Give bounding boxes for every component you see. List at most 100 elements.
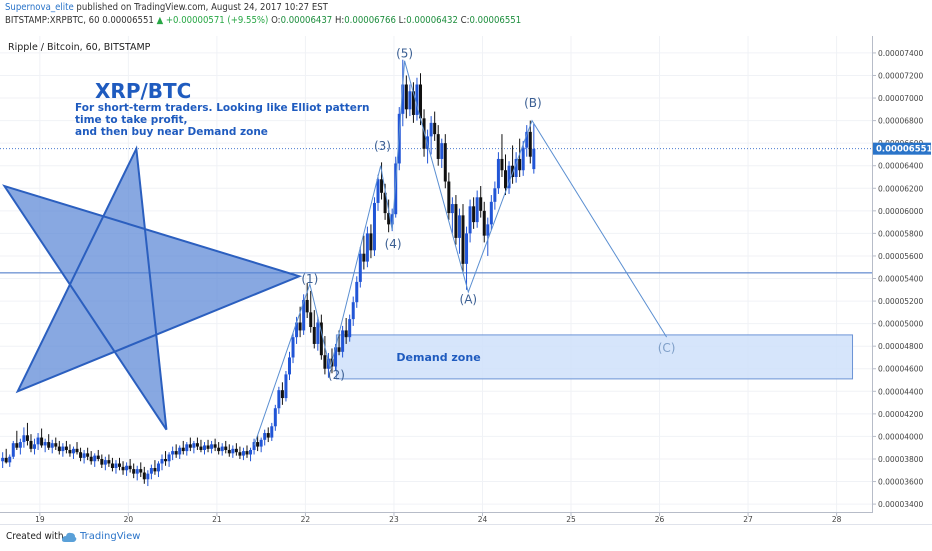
chart-area[interactable]: Demand zone (1) (2) (3) (4) (5) (A) (B) (C) XRP… (0, 36, 932, 524)
candle-body (270, 426, 274, 438)
candle-body (75, 448, 79, 453)
author-link[interactable]: Supernova_elite (5, 2, 74, 13)
candle-body (422, 118, 426, 149)
candle-body (309, 312, 313, 328)
wave-label: (B) (524, 96, 542, 110)
candle-body (47, 442, 51, 448)
candle-body (107, 460, 111, 464)
demand-zone[interactable]: Demand zone (335, 334, 854, 380)
candle-body (486, 224, 490, 236)
candle-body (18, 442, 22, 448)
y-tick-label: 0.00003600 (878, 478, 924, 487)
candle-body (259, 439, 263, 447)
candle-body (195, 443, 199, 447)
symbol-price: BITSTAMP:XRPBTC, 60 0.00006551 (5, 15, 154, 26)
candle-body (489, 201, 493, 225)
annotation-note[interactable]: XRP/BTC For short-term traders. Looking … (75, 79, 370, 138)
price-chart[interactable]: Demand zone (1) (2) (3) (4) (5) (A) (B) (C) XRP… (0, 36, 932, 524)
y-tick-label: 0.00004200 (878, 410, 924, 419)
tradingview-logo-icon[interactable] (60, 530, 78, 544)
x-tick-label: 27 (743, 515, 753, 524)
chart-header: Supernova_elite published on TradingView… (0, 0, 932, 28)
candle-body (206, 445, 210, 449)
tradingview-brand-link[interactable]: TradingView (80, 531, 141, 542)
candle-body (383, 192, 387, 214)
candle-body (213, 444, 217, 448)
candle-body (167, 454, 171, 462)
star-drawing[interactable] (2, 145, 303, 431)
candle-body (82, 453, 86, 458)
elliott-wave-path[interactable] (253, 60, 668, 446)
candle-body (305, 299, 309, 313)
candle-body (61, 446, 65, 452)
candle-body (334, 347, 338, 367)
candle-body (369, 233, 373, 251)
candle-body (479, 197, 483, 211)
candle-body (125, 465, 129, 471)
candle-body (227, 449, 231, 454)
y-tick-label: 0.00004000 (878, 432, 924, 441)
candle-body (341, 330, 345, 352)
candle-body (68, 449, 72, 454)
candle-body (475, 197, 479, 223)
candle-body (468, 206, 472, 234)
candle-body (181, 447, 185, 452)
chart-title: Ripple / Bitcoin, 60, BITSTAMP (8, 42, 151, 53)
price-axis[interactable]: 0.00003400 0.00003600 0.00003800 0.00004000… (872, 49, 924, 509)
candle-body (302, 299, 306, 331)
y-tick-label: 0.00004400 (878, 387, 924, 396)
close-label: C: (460, 15, 470, 26)
candle-body (358, 253, 362, 282)
candle-body (160, 458, 164, 464)
candle-body (93, 455, 97, 462)
candle-body (390, 214, 394, 225)
candle-body (461, 215, 465, 264)
candle-body (231, 448, 235, 454)
y-tick-label: 0.00007000 (878, 94, 924, 103)
candle-body (103, 460, 107, 465)
candle-body (532, 148, 536, 170)
candle-body (454, 204, 458, 238)
y-tick-label: 0.00006200 (878, 184, 924, 193)
candle-body (277, 390, 281, 409)
candle-body (86, 453, 90, 457)
candle-body (121, 466, 125, 471)
wave-label: (5) (396, 46, 413, 60)
x-tick-label: 24 (478, 515, 488, 524)
y-tick-label: 0.00003800 (878, 455, 924, 464)
x-tick-label: 28 (832, 515, 842, 524)
candle-body (440, 143, 444, 159)
candle-body (525, 131, 529, 148)
candle-body (114, 463, 118, 469)
candle-body (36, 437, 40, 445)
candle-body (528, 131, 532, 157)
up-arrow-icon: ▲ (156, 15, 164, 26)
wave-label: (2) (328, 368, 345, 382)
candle-body (312, 327, 316, 344)
candle-body (514, 158, 518, 177)
candle-body (79, 452, 83, 458)
candle-body (164, 458, 168, 462)
candle-body (408, 91, 412, 110)
candle-body (156, 463, 160, 472)
candle-body (50, 443, 54, 448)
candle-body (521, 147, 525, 171)
wave-label: (3) (374, 139, 391, 153)
candle-body (245, 451, 249, 455)
candle-body (465, 233, 469, 264)
candle-body (128, 465, 132, 470)
y-tick-label: 0.00005400 (878, 275, 924, 284)
candle-body (411, 91, 415, 115)
x-tick-label: 22 (301, 515, 311, 524)
last-price-tag-box (873, 142, 931, 155)
open-value: 0.00006437 (280, 15, 333, 26)
y-tick-label: 0.00004600 (878, 365, 924, 374)
time-axis[interactable]: 19 20 21 22 23 24 25 26 27 28 (35, 512, 842, 524)
y-tick-label: 0.00006800 (878, 117, 924, 126)
candle-body (118, 463, 122, 467)
candle-body (96, 455, 100, 459)
candle-body (132, 469, 136, 474)
candle-body (394, 163, 398, 215)
symbol-line: BITSTAMP:XRPBTC, 60 0.00006551 ▲ +0.0000… (5, 15, 521, 26)
last-price-tag: 0.00006551 (873, 142, 932, 155)
